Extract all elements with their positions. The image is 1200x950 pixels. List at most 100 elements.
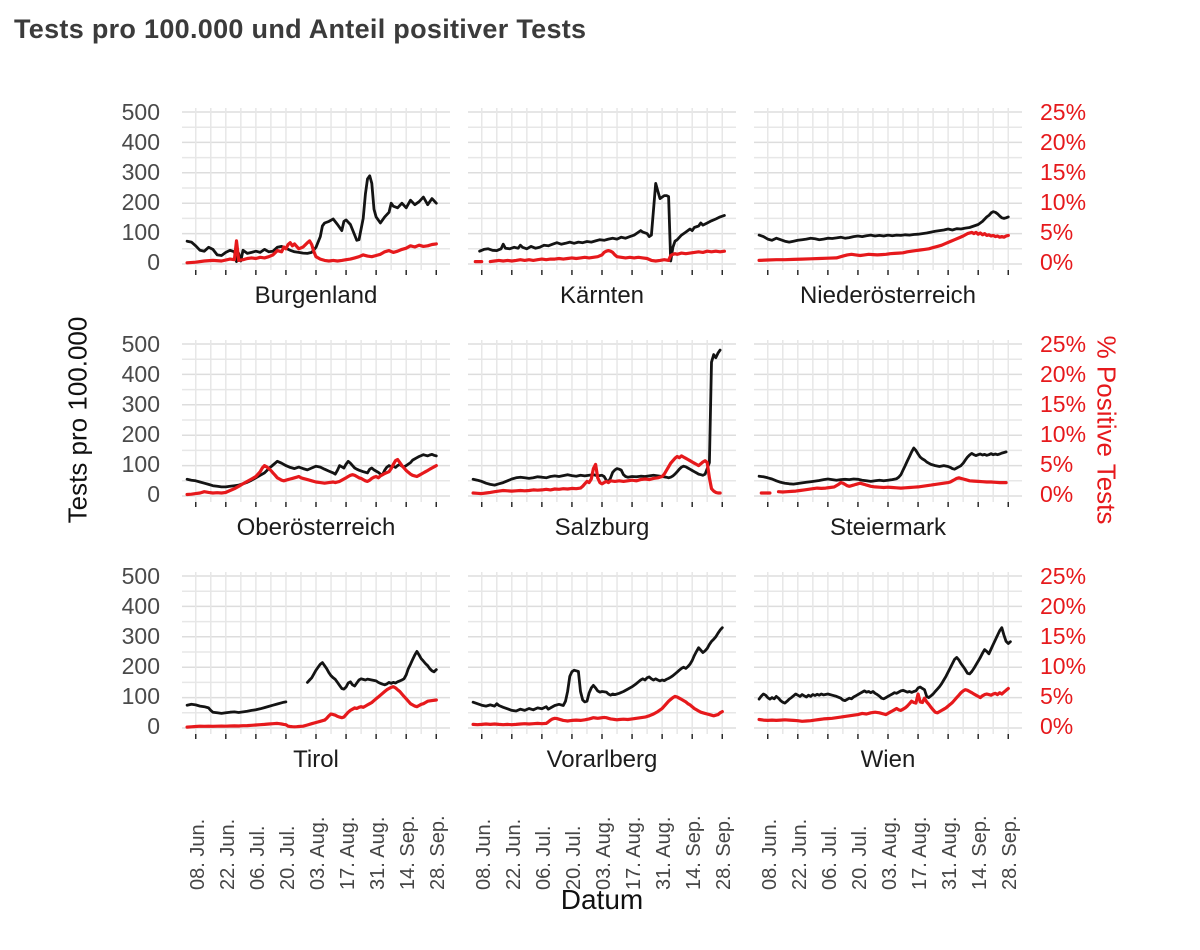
y-tick-left-200: 200: [121, 653, 160, 679]
facet-label: Steiermark: [829, 514, 947, 541]
x-tick-03Aug: 03. Aug.: [593, 816, 615, 890]
positive-line: [759, 476, 1008, 495]
facet-vorarlberg: Vorarlberg: [466, 568, 738, 774]
y-tick-right-15%: 15%: [1040, 623, 1087, 649]
y-tick-left-200: 200: [121, 421, 160, 447]
y-tick-left-500: 500: [121, 331, 160, 357]
facet-panel: [752, 336, 1024, 510]
y-tick-right-0%: 0%: [1040, 713, 1074, 739]
x-tick-14Sep: 14. Sep.: [683, 815, 706, 890]
x-tick-17Aug: 17. Aug.: [909, 816, 932, 890]
y-tick-left-0: 0: [147, 713, 160, 739]
positive-line: [757, 686, 1010, 723]
tests-line: [757, 626, 1012, 705]
right-axis-title-space: [1122, 104, 1166, 105]
x-tick-08Jun: 08. Jun.: [758, 818, 781, 890]
facet-label: Niederösterreich: [799, 282, 977, 309]
x-tick-28Sep: 28. Sep.: [713, 815, 736, 890]
positive-line: [471, 454, 722, 496]
y-tick-left-300: 300: [121, 159, 160, 185]
y-axis-right-title: % Positive Tests: [1091, 335, 1122, 525]
y-tick-left-300: 300: [121, 391, 160, 417]
y-tick-right-20%: 20%: [1040, 361, 1087, 387]
facet-label: Burgenland: [254, 282, 378, 309]
y-tick-right-20%: 20%: [1040, 129, 1087, 155]
facet-panel: [466, 336, 738, 510]
facet-panel: [752, 568, 1024, 742]
tests-line: [757, 210, 1010, 244]
y-axis-left-ticks-row1: 500 400 300 200 100 0: [108, 99, 166, 278]
facet-plot-Steiermark: [754, 340, 1022, 507]
x-tick-17Aug: 17. Aug.: [337, 816, 360, 890]
facet-plot-Salzburg: [468, 340, 736, 507]
facet-burgenland: Burgenland: [180, 104, 452, 310]
facet-panel: [180, 568, 452, 742]
chart-title: Tests pro 100.000 und Anteil positiver T…: [14, 14, 587, 44]
y-tick-right-5%: 5%: [1040, 451, 1074, 477]
facet-plot-Wien: [754, 572, 1022, 739]
x-axis-ticks-col2: 08. Jun. 22. Jun. 06. Jul. 20. Jul. 03. Aug.…: [466, 800, 738, 896]
x-tick-20Jul: 20. Jul.: [276, 825, 299, 890]
positive-line: [185, 239, 438, 265]
positive-line: [185, 685, 438, 729]
x-tick-31Aug: 31. Aug.: [939, 816, 962, 890]
y-tick-right-10%: 10%: [1040, 421, 1087, 447]
x-tick-22Jun: 22. Jun.: [502, 818, 525, 890]
facet-label: Kärnten: [559, 282, 645, 309]
y-tick-left-100: 100: [121, 451, 160, 477]
y-tick-left-0: 0: [147, 249, 160, 275]
y-tick-right-20%: 20%: [1040, 593, 1087, 619]
x-axis-title: Datum: [560, 884, 644, 915]
y-tick-right-25%: 25%: [1040, 563, 1087, 589]
x-tick-03Aug: 03. Aug.: [879, 816, 901, 890]
x-tick-14Sep: 14. Sep.: [969, 815, 992, 890]
y-tick-left-300: 300: [121, 623, 160, 649]
x-tick-06Jul: 06. Jul.: [818, 825, 841, 890]
y-tick-right-0%: 0%: [1040, 481, 1074, 507]
facet-plot-Oberösterreich: [182, 340, 450, 507]
facet-plot-Kärnten: [468, 108, 736, 275]
x-tick-14Sep: 14. Sep.: [397, 815, 420, 890]
x-tick-06Jul: 06. Jul.: [246, 825, 269, 890]
y-tick-left-400: 400: [121, 593, 160, 619]
tests-line: [478, 182, 726, 263]
x-tick-20Jul: 20. Jul.: [848, 825, 871, 890]
facet-plot-Burgenland: [182, 108, 450, 275]
x-tick-31Aug: 31. Aug.: [367, 816, 390, 890]
x-axis-ticks-col3: 08. Jun. 22. Jun. 06. Jul. 20. Jul. 03. Aug.…: [752, 800, 1024, 896]
y-tick-right-25%: 25%: [1040, 331, 1087, 357]
y-axis-left-ticks-row2: 500 400 300 200 100 0: [108, 331, 166, 510]
y-tick-left-0: 0: [147, 481, 160, 507]
facet-label: Wien: [860, 746, 916, 773]
facet-oberoesterreich: Oberösterreich: [180, 336, 452, 542]
facet-panel: [752, 104, 1024, 278]
y-tick-left-100: 100: [121, 683, 160, 709]
facet-niederoesterreich: Niederösterreich: [752, 104, 1024, 310]
facet-label: Tirol: [293, 746, 339, 773]
x-tick-20Jul: 20. Jul.: [562, 825, 585, 890]
facet-panel: [180, 336, 452, 510]
y-axis-right-ticks-row2: 25% 20% 15% 10% 5% 0%: [1038, 331, 1108, 510]
y-tick-left-400: 400: [121, 361, 160, 387]
y-tick-left-500: 500: [121, 563, 160, 589]
positive-line: [473, 249, 726, 264]
facet-grid: 500 400 300 200 100 0 Burgenland Kärnten Nied…: [60, 99, 1166, 896]
facet-plot-Tirol: [182, 572, 450, 739]
y-axis-left-title: Tests pro 100.000: [62, 316, 93, 524]
y-tick-left-500: 500: [121, 99, 160, 125]
tests-line: [185, 650, 438, 715]
y-tick-right-15%: 15%: [1040, 391, 1087, 417]
y-tick-right-0%: 0%: [1040, 249, 1074, 275]
x-tick-03Aug: 03. Aug.: [307, 816, 329, 890]
y-axis-right-ticks-row3: 25% 20% 15% 10% 5% 0%: [1038, 563, 1108, 742]
tests-line: [471, 626, 724, 713]
y-tick-left-400: 400: [121, 129, 160, 155]
y-axis-right-ticks-row1: 25% 20% 15% 10% 5% 0%: [1038, 99, 1108, 278]
y-tick-left-100: 100: [121, 219, 160, 245]
x-tick-06Jul: 06. Jul.: [532, 825, 555, 890]
x-tick-22Jun: 22. Jun.: [788, 818, 811, 890]
x-tick-28Sep: 28. Sep.: [427, 815, 450, 890]
x-tick-08Jun: 08. Jun.: [472, 818, 495, 890]
facet-label: Oberösterreich: [236, 514, 396, 541]
x-tick-31Aug: 31. Aug.: [653, 816, 676, 890]
